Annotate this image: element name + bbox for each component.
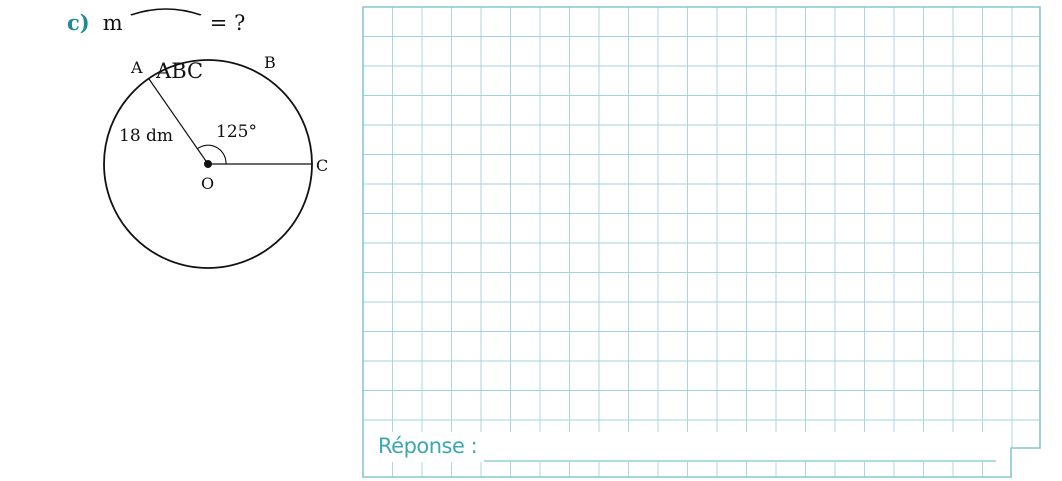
center-point <box>204 160 212 168</box>
radius-length-label: 18 dm <box>119 126 173 146</box>
question-prompt: c) m ABC = ? <box>67 8 246 83</box>
circle-figure: A B C O 18 dm 125° <box>103 53 328 269</box>
arc-notation: ABC <box>129 8 204 107</box>
radius-oa <box>148 78 209 165</box>
angle-arc <box>196 144 227 165</box>
answer-label: Réponse : <box>378 434 478 458</box>
answer-box-cover <box>364 432 1011 462</box>
label-a: A <box>130 58 143 77</box>
grid-border <box>362 6 1041 478</box>
arc-hat-icon <box>130 8 202 16</box>
answer-grid[interactable] <box>362 6 1044 480</box>
question-letter: c) <box>67 10 90 35</box>
arc-name: ABC <box>156 59 204 83</box>
label-c: C <box>316 156 328 175</box>
label-b: B <box>264 53 276 72</box>
question-prefix: m <box>102 11 123 35</box>
grid-lines <box>363 7 1040 477</box>
angle-measure-label: 125° <box>216 122 257 142</box>
question-suffix: = ? <box>209 11 246 35</box>
label-o: O <box>201 174 214 193</box>
